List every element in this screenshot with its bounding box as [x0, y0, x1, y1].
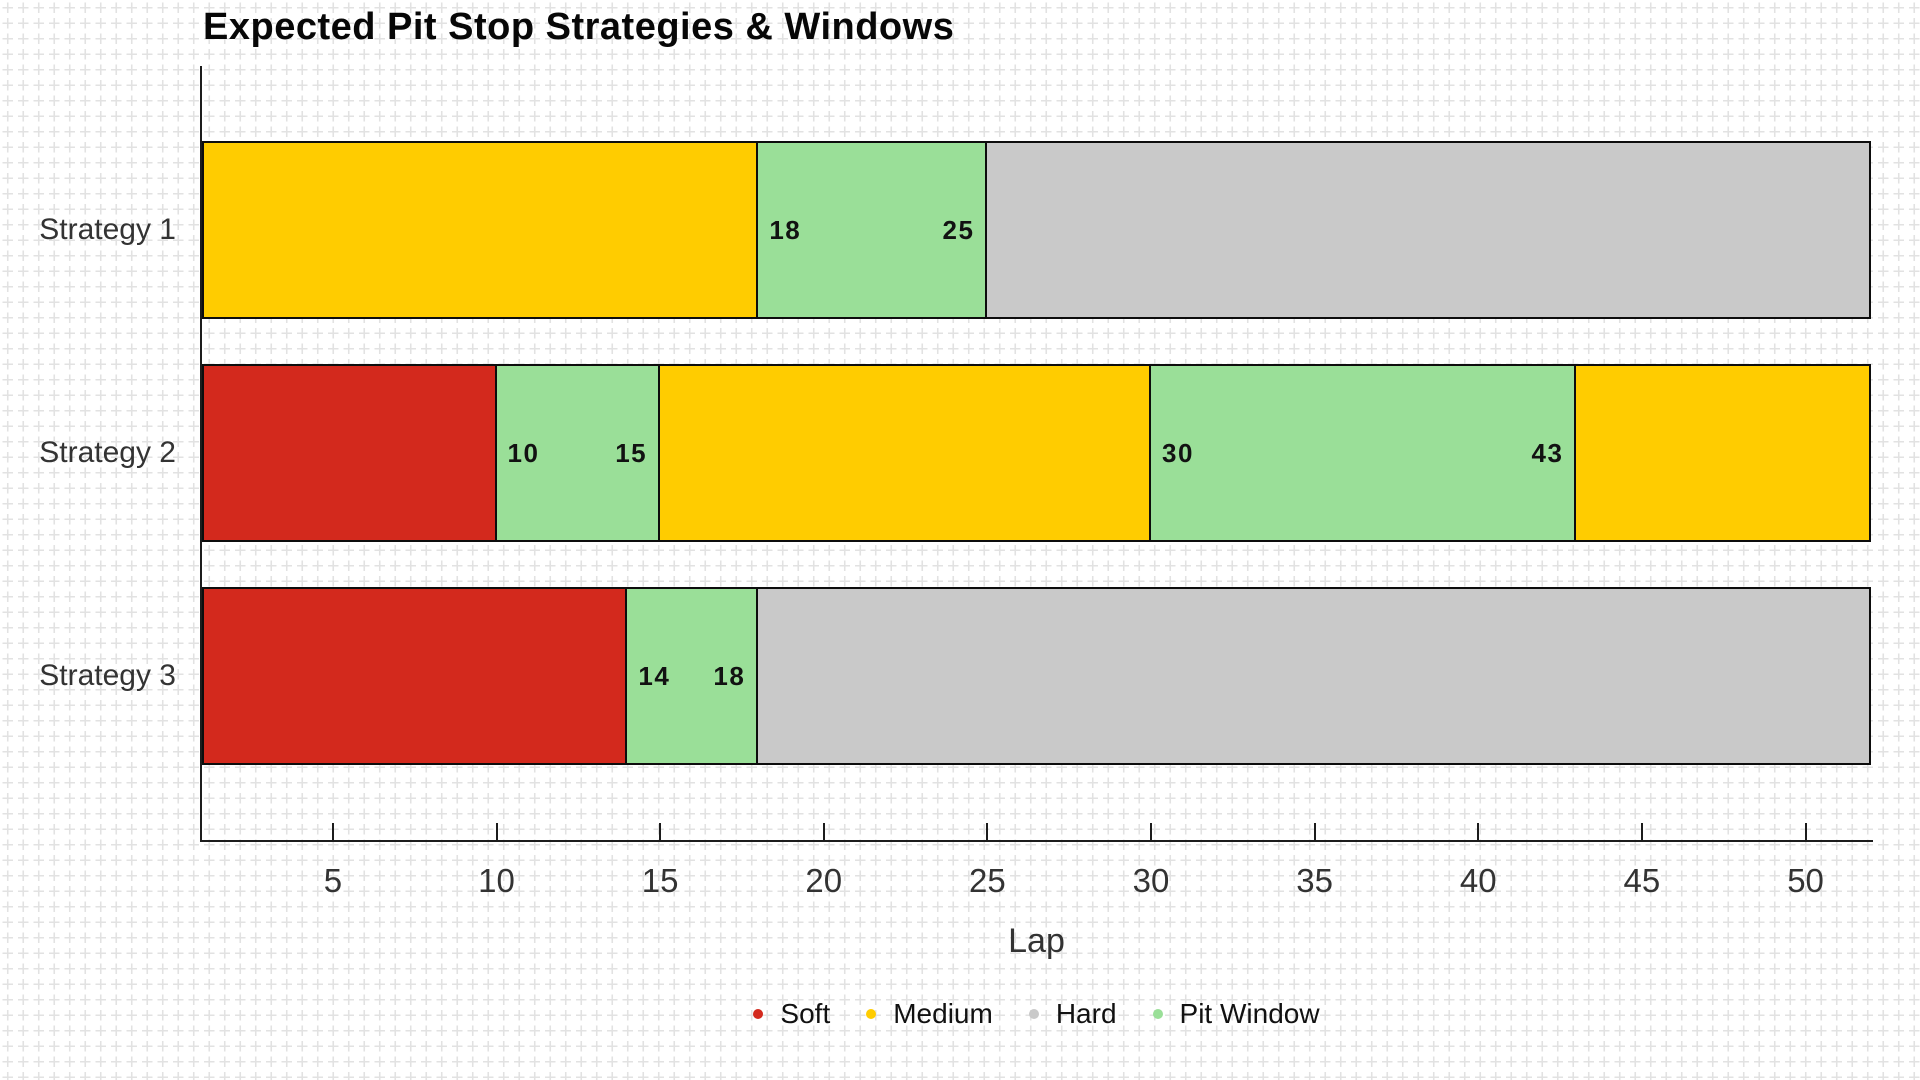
legend-label: Pit Window — [1179, 998, 1320, 1029]
x-tick — [1313, 823, 1316, 840]
legend-item-soft: Soft — [753, 998, 830, 1030]
bar-segment-pit-window: 30 43 — [1149, 364, 1577, 542]
bar-segment-medium — [1574, 364, 1871, 542]
chart-title: Expected Pit Stop Strategies & Windows — [203, 6, 955, 48]
bar-segment-hard — [756, 587, 1871, 765]
pit-window-start-label: 18 — [769, 214, 802, 245]
strategy-bar-row: Strategy 1 18 25 — [39, 141, 1871, 319]
legend-label: Hard — [1055, 998, 1117, 1029]
pit-window-end-label: 43 — [1531, 437, 1564, 468]
pit-window-start-label: 10 — [507, 437, 540, 468]
x-tick-label: 45 — [1623, 862, 1661, 899]
x-tick-label: 50 — [1787, 862, 1824, 899]
pit-window-end-label: 15 — [615, 437, 648, 468]
bar-segment-soft — [202, 587, 628, 765]
x-tick-label: 10 — [478, 862, 515, 899]
x-tick — [1804, 823, 1807, 840]
legend: Soft Medium Hard Pit Window — [202, 998, 1871, 1030]
x-axis-title: Lap — [1008, 922, 1065, 960]
bar-segment-hard — [985, 141, 1871, 319]
x-tick — [495, 823, 498, 840]
strategy-bar-row: Strategy 2 10 15 30 43 — [39, 364, 1871, 542]
category-label: Strategy 3 — [39, 659, 176, 692]
x-tick — [331, 823, 334, 840]
plot-area: Strategy 1 18 25 Strategy 2 10 15 30 43 Strategy… — [39, 66, 1873, 899]
legend-item-pit-window: Pit Window — [1152, 998, 1320, 1030]
x-tick-label: 15 — [641, 862, 679, 899]
x-tick-label: 35 — [1296, 862, 1334, 899]
bar-segment-pit-window: 14 18 — [625, 587, 759, 765]
legend-item-hard: Hard — [1028, 998, 1117, 1030]
strategy-bar-row: Strategy 3 14 18 — [39, 587, 1871, 765]
legend-dot-icon — [753, 1009, 764, 1019]
x-axis-line — [200, 840, 1873, 842]
category-label: Strategy 1 — [39, 213, 176, 246]
pit-window-end-label: 25 — [942, 214, 975, 245]
x-tick — [1477, 823, 1480, 840]
bar-segment-soft — [202, 364, 497, 542]
legend-dot-icon — [1028, 1009, 1039, 1019]
bar-segment-medium — [658, 364, 1152, 542]
legend-item-medium: Medium — [866, 998, 993, 1030]
bar-segment-medium — [202, 141, 759, 319]
y-axis-line — [200, 66, 202, 840]
legend-label: Soft — [780, 998, 831, 1029]
bar-segment-pit-window: 18 25 — [756, 141, 988, 319]
legend-dot-icon — [866, 1009, 877, 1019]
pit-window-end-label: 18 — [713, 660, 746, 691]
legend-dot-icon — [1152, 1009, 1163, 1019]
x-tick-label: 25 — [969, 862, 1006, 899]
category-label: Strategy 2 — [39, 436, 176, 469]
x-tick — [986, 823, 989, 840]
pit-window-start-label: 30 — [1162, 437, 1194, 468]
x-tick — [1640, 823, 1643, 840]
x-tick — [822, 823, 825, 840]
legend-label: Medium — [893, 998, 993, 1029]
x-tick-label: 20 — [805, 862, 843, 899]
x-tick-label: 30 — [1132, 862, 1170, 899]
x-tick-label: 5 — [323, 862, 343, 899]
bar-segment-pit-window: 10 15 — [494, 364, 661, 542]
pit-window-start-label: 14 — [638, 660, 671, 691]
x-tick — [659, 823, 662, 840]
x-tick-label: 40 — [1459, 862, 1497, 899]
x-tick — [1150, 823, 1153, 840]
